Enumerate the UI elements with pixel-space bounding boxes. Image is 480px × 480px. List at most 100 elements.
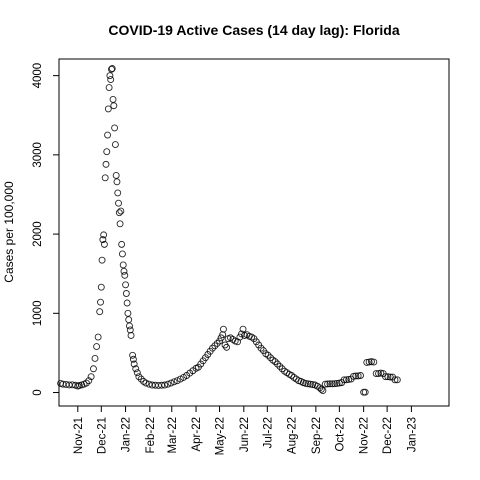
x-tick-label: Oct-22 [334,417,346,452]
data-point [326,380,334,388]
chart-title: COVID-19 Active Cases (14 day lag): Flor… [108,22,399,38]
data-point [122,281,130,289]
data-point [90,365,97,373]
data-point [105,84,113,91]
data-point [104,105,112,113]
data-point [97,283,105,291]
data-point [120,267,128,275]
data-point [213,339,221,347]
data-point [106,72,114,80]
x-tick-label: May-22 [215,417,227,455]
data-point [211,342,219,350]
data-point [209,344,216,352]
data-point [100,231,108,239]
y-tick-label: 2000 [32,221,44,247]
data-point [126,322,133,330]
data-point [352,372,360,380]
data-point [111,124,119,132]
data-point [137,375,145,383]
data-point [271,358,279,366]
data-point [161,381,169,389]
data-point [220,325,227,333]
data-point [236,333,244,341]
y-tick-label: 4000 [32,63,44,89]
data-point [321,380,329,388]
x-tick-label: Jun-22 [239,417,251,452]
data-point [118,250,126,258]
data-point [368,358,375,366]
data-point [274,360,281,368]
data-point [75,381,83,389]
data-point [114,189,122,197]
data-point [115,199,122,207]
data-point [102,160,110,168]
data-point [132,365,140,373]
data-point [264,351,272,359]
data-point [126,326,134,334]
data-point [142,379,150,387]
data-point [109,95,117,103]
data-point [125,316,133,324]
data-point [278,365,286,373]
data-point [267,354,274,362]
data-point [377,369,385,377]
data-point [239,325,247,333]
x-tick-label: Aug-22 [287,417,299,454]
data-point [129,351,137,359]
data-points [57,65,401,396]
x-tick-label: Jan-22 [121,417,133,452]
data-point [110,102,118,110]
data-point [85,377,93,385]
data-point [108,65,115,73]
data-point [170,378,178,386]
data-point [103,148,111,156]
data-point [130,360,138,368]
data-point [113,178,121,186]
x-tick-label: Sep-22 [311,417,323,454]
plot-frame [58,58,450,407]
data-point [328,380,336,388]
data-point [319,387,327,394]
data-point [363,358,371,366]
data-point [365,358,373,366]
data-point [393,376,401,384]
data-point [116,220,124,228]
y-axis-label: Cases per 100,000 [2,181,16,283]
data-point [350,372,357,380]
data-point [342,376,350,384]
x-axis: Nov-21 Dec-21 Jan-22 Feb-22 Mar-22 Apr-22 May-… [73,406,418,455]
data-point [335,379,343,387]
data-point [276,362,284,370]
data-point [108,65,116,72]
data-point [91,355,99,362]
data-point [127,332,135,339]
data-point [361,388,369,396]
x-tick-label: Feb-22 [145,417,157,453]
data-point [94,333,102,341]
data-point [317,385,325,393]
data-point [135,373,143,381]
data-point [100,240,108,248]
data-point [117,207,125,215]
data-point [309,381,317,389]
data-point [87,373,95,381]
data-point [164,380,172,388]
x-tick-label: Apr-22 [191,417,203,452]
data-point [257,344,265,352]
data-point [340,376,348,384]
data-point [121,271,129,279]
data-point [123,299,131,307]
data-point [372,370,380,377]
data-point [223,343,231,351]
data-point [118,240,126,248]
data-point [96,308,104,316]
data-point [304,380,312,388]
data-point [167,379,175,387]
x-tick-label: Jan-23 [406,417,418,452]
data-point [97,298,104,306]
x-tick-label: Nov-21 [73,417,85,454]
data-point [133,369,141,377]
data-point [107,76,115,84]
data-point [382,373,390,381]
